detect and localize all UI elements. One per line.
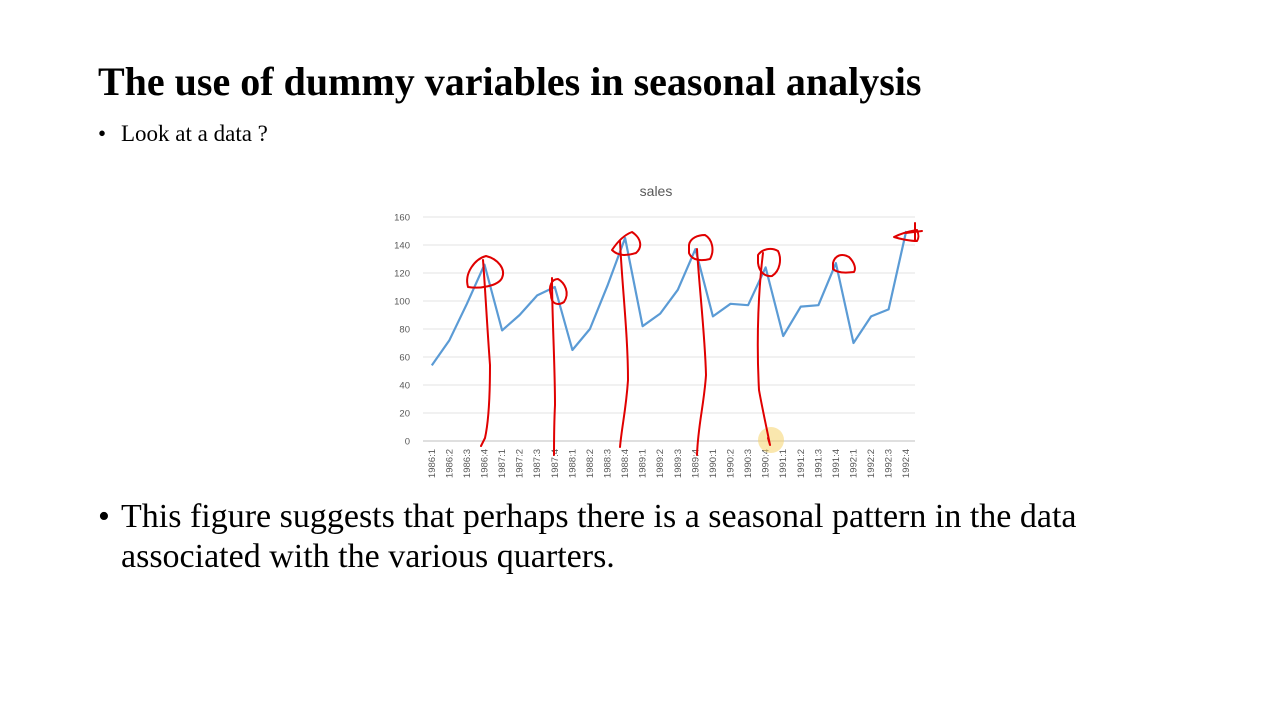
x-tick-label: 1990:4 (761, 449, 772, 478)
x-tick-label: 1986:1 (427, 449, 438, 478)
x-tick-label: 1992:3 (884, 449, 895, 478)
pen-circle-1988-4 (611, 231, 642, 256)
bullet-look-at-data: • Look at a data ? (98, 121, 268, 147)
y-tick-label: 140 (394, 241, 410, 252)
y-tick-label: 160 (394, 213, 410, 224)
bullet-marker: • (98, 498, 110, 535)
pen-annotations (466, 222, 923, 456)
x-tick-label: 1987:1 (497, 449, 508, 478)
y-axis-labels: 0 20 40 60 80 100 120 140 160 (394, 213, 410, 448)
x-tick-label: 1986:2 (444, 449, 455, 478)
gridlines (423, 216, 915, 442)
x-tick-label: 1988:1 (567, 449, 578, 478)
x-tick-label: 1991:2 (796, 449, 807, 478)
x-tick-label: 1987:4 (550, 449, 561, 478)
x-tick-label: 1989:4 (690, 449, 701, 478)
pen-line-1990-4 (756, 252, 771, 446)
pen-line-1986-4 (480, 259, 491, 447)
x-axis-labels: 1986:1 1986:2 1986:3 1986:4 1987:1 1987:2 1987… (427, 449, 912, 478)
pen-cross-1992-4 (905, 222, 923, 242)
chart-title: sales (640, 183, 673, 199)
y-tick-label: 100 (394, 297, 410, 308)
bullet-seasonal-pattern: • This figure suggests that perhaps ther… (98, 497, 1198, 577)
x-tick-label: 1988:4 (620, 449, 631, 478)
y-tick-label: 120 (394, 269, 410, 280)
y-tick-label: 80 (399, 325, 410, 336)
x-tick-label: 1989:1 (638, 449, 649, 478)
y-tick-label: 40 (399, 381, 410, 392)
x-tick-label: 1988:3 (603, 449, 614, 478)
pen-circle-1991-4 (832, 254, 856, 274)
x-tick-label: 1992:2 (866, 449, 877, 478)
sales-line-chart: sales 0 20 40 60 80 100 120 140 160 1986:1 1986:2… (394, 183, 923, 478)
y-tick-label: 20 (399, 409, 410, 420)
x-tick-label: 1987:2 (515, 449, 526, 478)
x-tick-label: 1989:3 (673, 449, 684, 478)
x-tick-label: 1991:3 (813, 449, 824, 478)
x-tick-label: 1992:4 (901, 449, 912, 478)
pen-line-1989-4 (696, 248, 707, 456)
bullet-text: Look at a data ? (121, 121, 268, 146)
series-line (430, 230, 908, 367)
y-tick-label: 60 (399, 353, 410, 364)
x-tick-label: 1990:2 (726, 449, 737, 478)
x-tick-label: 1987:3 (532, 449, 543, 478)
pen-circle-1986-4 (466, 255, 504, 289)
cursor-highlight (758, 427, 784, 453)
bullet-text: This figure suggests that perhaps there … (121, 498, 1077, 575)
x-tick-label: 1991:4 (831, 449, 842, 478)
x-tick-label: 1990:1 (708, 449, 719, 478)
x-tick-label: 1989:2 (655, 449, 666, 478)
pen-line-1988-4 (619, 240, 629, 448)
x-tick-label: 1988:2 (585, 449, 596, 478)
pen-circle-1989-4 (688, 234, 714, 262)
x-tick-label: 1992:1 (849, 449, 860, 478)
x-tick-label: 1986:4 (480, 449, 491, 478)
x-tick-label: 1991:1 (778, 449, 789, 478)
data-points (431, 230, 907, 366)
x-tick-label: 1986:3 (462, 449, 473, 478)
x-tick-label: 1990:3 (743, 449, 754, 478)
slide-title: The use of dummy variables in seasonal a… (98, 59, 922, 104)
pen-line-1987-4 (551, 277, 556, 456)
bullet-marker: • (98, 121, 107, 146)
y-tick-label: 0 (405, 437, 410, 448)
